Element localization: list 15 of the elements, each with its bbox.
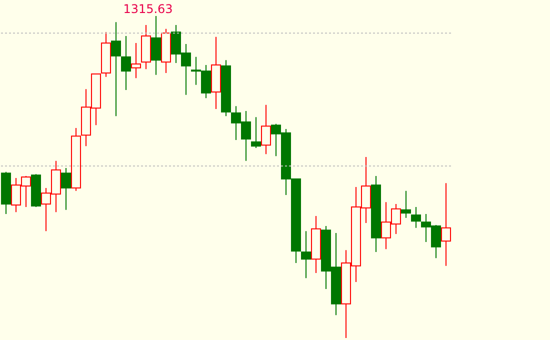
candlestick xyxy=(101,32,111,78)
candlestick xyxy=(111,22,121,117)
candlestick xyxy=(441,182,451,266)
candlestick xyxy=(371,176,381,253)
candlestick xyxy=(141,24,151,70)
candlestick xyxy=(211,36,221,110)
candlestick xyxy=(311,215,321,274)
candlestick xyxy=(301,230,311,279)
candlestick xyxy=(121,35,131,91)
candlestick xyxy=(261,104,271,155)
candlestick xyxy=(131,42,141,79)
candlestick xyxy=(411,206,421,228)
annotation: 1315.63 xyxy=(123,2,173,16)
candlestick xyxy=(401,190,411,218)
candlestick xyxy=(151,16,161,76)
